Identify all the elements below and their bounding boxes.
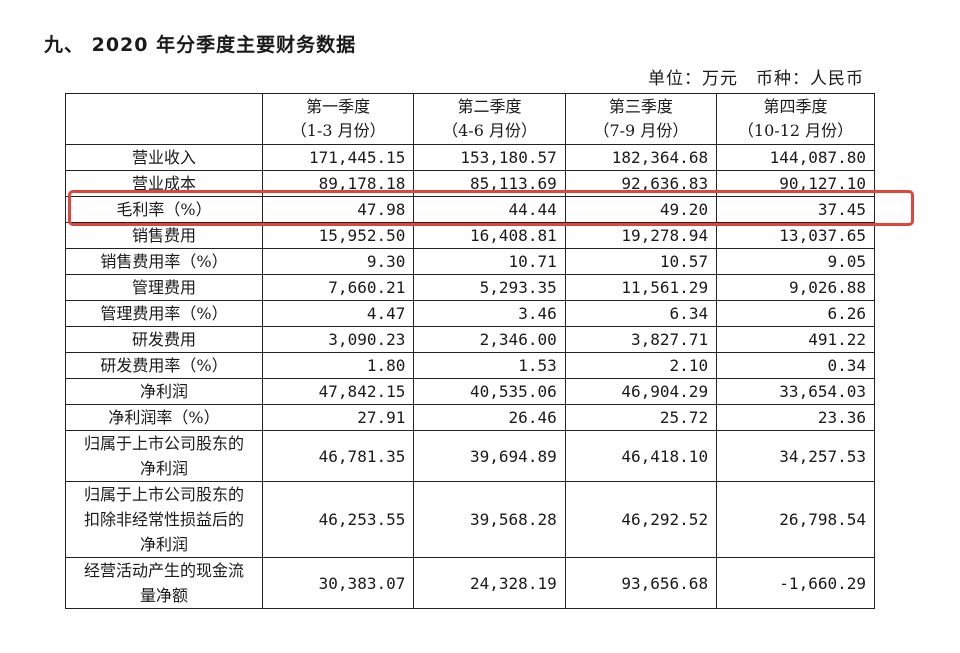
value-cell: 47,842.15 (261, 378, 415, 405)
table-row: 管理费用率（%） 4.47 3.46 6.34 6.26 (65, 300, 875, 327)
value-cell: 1.53 (413, 352, 566, 379)
row-label: 净利润率（%） (65, 404, 263, 431)
row-label: 营业收入 (65, 144, 263, 171)
table-row: 经营活动产生的现金流量净额 30,383.07 24,328.19 93,656.68… (65, 557, 875, 609)
value-cell: 3,827.71 (564, 326, 718, 353)
value-cell: 33,654.03 (716, 378, 875, 405)
value-cell: 27.91 (261, 404, 415, 431)
table-row: 营业收入 171,445.15 153,180.57 182,364.68 144,08… (65, 144, 875, 171)
value-cell: 3,090.23 (261, 326, 415, 353)
table-row: 研发费用 3,090.23 2,346.00 3,827.71 491.22 (65, 326, 875, 353)
value-cell: 19,278.94 (564, 222, 718, 249)
value-cell: 39,694.89 (413, 430, 566, 482)
table-row: 研发费用率（%） 1.80 1.53 2.10 0.34 (65, 352, 875, 379)
value-cell: 9.30 (261, 248, 415, 275)
column-header: 第二季度 （4-6 月份） (413, 93, 566, 145)
value-cell: 44.44 (413, 196, 566, 223)
value-cell: 2.10 (564, 352, 718, 379)
table-row: 管理费用 7,660.21 5,293.35 11,561.29 9,026.88 (65, 274, 875, 301)
value-cell: 23.36 (716, 404, 875, 431)
table-row: 毛利率（%） 47.98 44.44 49.20 37.45 (65, 196, 875, 223)
value-cell: 9.05 (716, 248, 875, 275)
value-cell: 11,561.29 (564, 274, 718, 301)
value-cell: 13,037.65 (716, 222, 875, 249)
value-cell: 46,904.29 (564, 378, 718, 405)
row-label: 净利润 (65, 378, 263, 405)
row-label: 研发费用 (65, 326, 263, 353)
row-label: 销售费用率（%） (65, 248, 263, 275)
value-cell: 16,408.81 (413, 222, 566, 249)
row-label: 毛利率（%） (65, 196, 263, 223)
value-cell: 40,535.06 (413, 378, 566, 405)
value-cell: 25.72 (564, 404, 718, 431)
value-cell: 10.57 (564, 248, 718, 275)
table-row: 归属于上市公司股东的净利润 46,781.35 39,694.89 46,418.10… (65, 430, 875, 482)
month-range: （1-3 月份） (290, 121, 386, 140)
value-cell: 491.22 (716, 326, 875, 353)
column-header: 第四季度 （10-12 月份） (716, 93, 875, 145)
value-cell: 10.71 (413, 248, 566, 275)
value-cell: 153,180.57 (413, 144, 566, 171)
row-label: 归属于上市公司股东的净利润 (65, 430, 263, 482)
corner-cell (65, 93, 263, 145)
value-cell: 6.34 (564, 300, 718, 327)
row-label: 研发费用率（%） (65, 352, 263, 379)
quarter-name: 第三季度 (608, 97, 673, 116)
month-range: （7-9 月份） (593, 121, 689, 140)
table-header-row: 第一季度 （1-3 月份） 第二季度 （4-6 月份） 第三季度 （7-9 月份） 第四季度… (65, 93, 875, 145)
value-cell: 7,660.21 (261, 274, 415, 301)
value-cell: 46,781.35 (261, 430, 415, 482)
value-cell: 46,418.10 (564, 430, 718, 482)
row-label: 销售费用 (65, 222, 263, 249)
value-cell: 3.46 (413, 300, 566, 327)
value-cell: 49.20 (564, 196, 718, 223)
value-cell: 6.26 (716, 300, 875, 327)
value-cell: 47.98 (261, 196, 415, 223)
value-cell: 30,383.07 (261, 557, 415, 609)
month-range: （4-6 月份） (442, 121, 537, 140)
value-cell: 15,952.50 (261, 222, 415, 249)
table-row: 销售费用 15,952.50 16,408.81 19,278.94 13,037.65 (65, 222, 875, 249)
value-cell: 144,087.80 (716, 144, 875, 171)
quarterly-financial-table: 第一季度 （1-3 月份） 第二季度 （4-6 月份） 第三季度 （7-9 月份） 第四季度… (65, 93, 875, 609)
row-label: 管理费用率（%） (65, 300, 263, 327)
value-cell: 182,364.68 (564, 144, 718, 171)
value-cell: 34,257.53 (716, 430, 875, 482)
section-title: 九、 2020 年分季度主要财务数据 (44, 34, 357, 56)
unit-currency-note: 单位：万元 币种：人民币 (648, 69, 864, 89)
value-cell: 39,568.28 (413, 481, 566, 558)
column-header: 第一季度 （1-3 月份） (261, 93, 415, 145)
table-row: 销售费用率（%） 9.30 10.71 10.57 9.05 (65, 248, 875, 275)
table-row: 净利润 47,842.15 40,535.06 46,904.29 33,654.03 (65, 378, 875, 405)
row-label: 经营活动产生的现金流量净额 (65, 557, 263, 609)
value-cell: 46,292.52 (564, 481, 718, 558)
value-cell: 26,798.54 (716, 481, 875, 558)
value-cell: 46,253.55 (261, 481, 415, 558)
quarter-name: 第四季度 (763, 97, 828, 116)
value-cell: 0.34 (716, 352, 875, 379)
value-cell: 171,445.15 (261, 144, 415, 171)
value-cell: 24,328.19 (413, 557, 566, 609)
value-cell: 9,026.88 (716, 274, 875, 301)
value-cell: -1,660.29 (716, 557, 875, 609)
value-cell: 4.47 (261, 300, 415, 327)
row-label: 管理费用 (65, 274, 263, 301)
month-range: （10-12 月份） (737, 121, 854, 140)
quarter-name: 第二季度 (457, 97, 522, 116)
highlight-box (68, 190, 914, 226)
value-cell: 2,346.00 (413, 326, 566, 353)
value-cell: 5,293.35 (413, 274, 566, 301)
value-cell: 37.45 (716, 196, 875, 223)
value-cell: 93,656.68 (564, 557, 718, 609)
value-cell: 26.46 (413, 404, 566, 431)
table-row: 归属于上市公司股东的扣除非经常性损益后的净利润 46,253.55 39,568.2… (65, 481, 875, 558)
column-header: 第三季度 （7-9 月份） (564, 93, 718, 145)
table-row: 净利润率（%） 27.91 26.46 25.72 23.36 (65, 404, 875, 431)
row-label: 归属于上市公司股东的扣除非经常性损益后的净利润 (65, 481, 263, 558)
value-cell: 1.80 (261, 352, 415, 379)
quarter-name: 第一季度 (306, 97, 371, 116)
